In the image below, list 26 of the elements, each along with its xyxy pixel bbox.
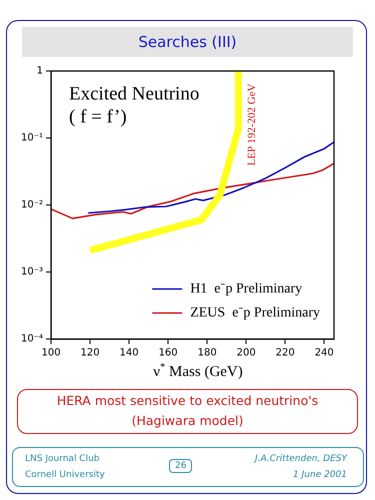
legend-label: H1 e⁻p Preliminary: [190, 282, 302, 297]
text: 1 June 2001: [293, 470, 347, 480]
text: Excited Neutrino ( f = f’): [69, 83, 200, 128]
text: HERA most sensitive to excited neutrino's: [56, 393, 318, 408]
text: LNS Journal Club: [25, 454, 100, 464]
x-tick-label: 160: [158, 348, 178, 359]
y-tick-label: 1: [36, 66, 44, 77]
text: J.A.Crittenden, DESY: [255, 454, 347, 464]
y-tick-label: 10⁻¹: [20, 132, 44, 144]
x-tick-label: 220: [276, 348, 295, 359]
annotation: LEP 192-202 GeV: [246, 84, 258, 166]
y-tick-label: 10⁻²: [20, 200, 44, 211]
x-tick-label: 140: [120, 348, 139, 359]
x-tick-label: 240: [314, 348, 334, 359]
y-tick-label: 10⁻⁴: [20, 334, 44, 345]
x-tick-label: 100: [41, 348, 61, 359]
y-tick-label: 10⁻³: [20, 266, 44, 278]
legend-label: ZEUS e⁻p Preliminary: [190, 306, 320, 321]
x-tick-label: 200: [236, 348, 256, 359]
text: Cornell University: [25, 470, 105, 480]
x-tick-label: 180: [198, 348, 217, 359]
x-tick-label: 120: [80, 348, 100, 359]
text: 26: [169, 459, 192, 473]
x-axis-title: ν$^{*}$ Mass (GeV): [152, 362, 244, 381]
text: (Hagiwara model): [132, 413, 244, 428]
chart-title: Searches (III): [22, 27, 353, 57]
